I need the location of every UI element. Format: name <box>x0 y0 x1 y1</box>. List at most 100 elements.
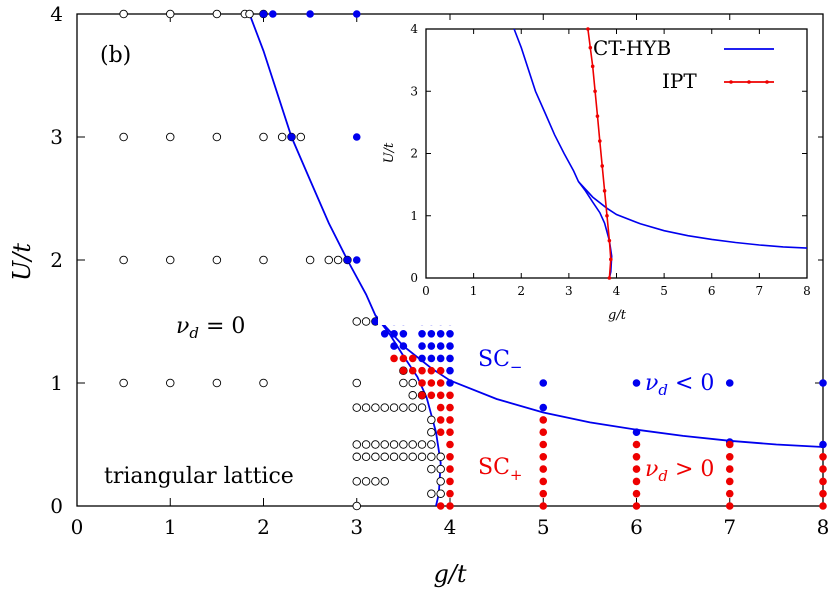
sc-plus-point <box>725 477 734 486</box>
sc-plus-point <box>725 440 734 449</box>
open-circle-point <box>212 9 222 19</box>
open-circle-point <box>389 403 399 412</box>
sc-plus-point <box>819 477 827 486</box>
legend-marker-ipt-3 <box>765 80 769 84</box>
sc-plus-point <box>819 489 827 498</box>
y-tick-label: 1 <box>50 371 63 395</box>
sc-minus-point <box>352 133 361 141</box>
nu-negative-label: νd < 0 <box>645 371 714 399</box>
sc-plus-point <box>632 502 641 510</box>
sc-minus-point <box>352 10 361 18</box>
nu-zero-label: νd = 0 <box>176 314 245 342</box>
y-tick-label: 3 <box>50 125 63 149</box>
legend-label-ipt: IPT <box>662 69 697 93</box>
lattice-label: triangular lattice <box>104 464 294 489</box>
open-circle-point <box>399 452 408 462</box>
sc-minus-label: SC− <box>478 347 522 376</box>
open-circle-point <box>296 132 306 142</box>
inset-x-tick-label: 2 <box>517 284 525 298</box>
sc-minus-point <box>446 330 454 338</box>
inset-plot: 0 1 2 3 4 5 6 7 8 0 1 2 3 4 g/t U/t CT-HYB IPT <box>378 20 818 325</box>
x-tick-label: 5 <box>537 515 550 539</box>
inset-ipt-point <box>602 189 607 193</box>
nu-positive-label: νd > 0 <box>645 457 714 485</box>
sc-plus-point <box>632 453 641 461</box>
open-circle-point <box>212 378 222 388</box>
open-circle-point <box>417 440 427 449</box>
sc-plus-point <box>436 403 445 412</box>
sc-minus-point <box>819 379 827 387</box>
main-data-points <box>119 9 827 511</box>
sc-plus-point <box>632 477 641 486</box>
sc-plus-point <box>399 366 408 375</box>
inset-ipt-point <box>607 238 612 243</box>
main-plot: 0 1 2 3 4 5 6 7 8 0 1 2 3 4 g/t U/t (b) νd = 0 SC− SC… <box>8 2 829 588</box>
open-circle-point <box>119 255 128 265</box>
open-circle-point <box>427 489 436 498</box>
inset-series-line <box>577 180 808 249</box>
open-circle-point <box>352 477 362 486</box>
open-circle-point <box>389 440 399 449</box>
inset-y-tick-label: 3 <box>410 84 418 98</box>
open-circle-point <box>427 415 436 425</box>
open-circle-point <box>408 378 417 388</box>
open-circle-point <box>380 440 389 449</box>
open-circle-point <box>245 9 254 19</box>
sc-plus-point <box>446 502 454 510</box>
sc-plus-point <box>408 354 417 363</box>
inset-x-tick-label: 7 <box>756 284 764 298</box>
sc-plus-point <box>819 502 827 510</box>
open-circle-point <box>427 464 436 474</box>
open-circle-point <box>436 489 445 498</box>
sc-minus-point <box>418 354 426 363</box>
inset-axis-ticks: 0 1 2 3 4 5 6 7 8 0 1 2 3 4 <box>410 22 810 298</box>
y-tick-label: 2 <box>50 248 63 272</box>
inset-series-line <box>587 28 612 279</box>
sc-minus-point <box>539 379 548 387</box>
sc-minus-point <box>390 330 398 338</box>
y-axis-label: U/t <box>8 243 36 281</box>
panel-label: (b) <box>100 43 131 68</box>
open-circle-point <box>427 427 436 437</box>
sc-minus-point <box>446 379 454 387</box>
open-circle-point <box>259 132 268 142</box>
sc-minus-point <box>427 354 436 363</box>
sc-plus-point <box>427 366 436 375</box>
open-circle-point <box>165 255 175 265</box>
sc-minus-point <box>399 330 408 338</box>
open-circle-point <box>165 9 175 19</box>
x-tick-label: 6 <box>630 515 643 539</box>
inset-y-tick-label: 1 <box>410 209 418 223</box>
open-circle-point <box>352 452 362 462</box>
open-circle-point <box>417 452 427 462</box>
sc-plus-point <box>446 489 454 498</box>
sc-plus-point <box>446 391 454 400</box>
inset-ipt-point <box>590 64 595 69</box>
inset-ipt-point <box>607 276 612 280</box>
open-circle-point <box>399 440 408 449</box>
sc-plus-point <box>418 366 426 375</box>
open-circle-point <box>371 440 380 449</box>
sc-minus-point <box>259 10 268 18</box>
inset-ipt-point <box>608 257 613 262</box>
sc-plus-point <box>408 366 417 375</box>
sc-minus-point <box>436 354 445 363</box>
main-axis-ticks: 0 1 2 3 4 5 6 7 8 0 1 2 3 4 <box>50 2 829 539</box>
x-tick-label: 3 <box>350 515 363 539</box>
open-circle-point <box>119 132 128 142</box>
sc-plus-point <box>418 391 426 400</box>
sc-plus-point <box>539 477 548 486</box>
sc-minus-point <box>436 342 445 350</box>
inset-ipt-point <box>588 45 593 50</box>
sc-plus-point <box>632 465 641 473</box>
sc-plus-point <box>819 453 827 461</box>
inset-curves <box>513 27 808 280</box>
open-circle-point <box>436 452 445 462</box>
inset-y-tick-label: 2 <box>410 147 418 161</box>
inset-ipt-point <box>600 164 605 168</box>
sc-minus-point <box>446 354 454 363</box>
sc-minus-point <box>343 256 352 264</box>
sc-minus-point <box>371 317 380 326</box>
sc-plus-point <box>446 403 454 412</box>
x-tick-label: 0 <box>71 515 84 539</box>
